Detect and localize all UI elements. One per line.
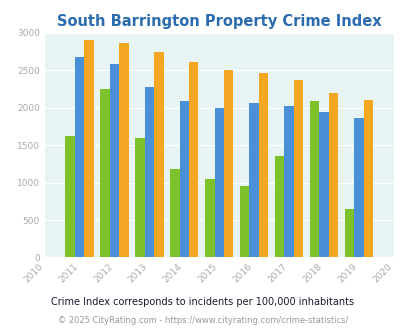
Bar xyxy=(179,101,189,257)
Bar xyxy=(170,169,179,257)
Bar xyxy=(328,93,337,257)
Bar xyxy=(249,103,258,257)
Bar xyxy=(214,108,224,257)
Bar xyxy=(274,156,283,257)
Text: Crime Index corresponds to incidents per 100,000 inhabitants: Crime Index corresponds to incidents per… xyxy=(51,297,354,307)
Bar xyxy=(154,52,163,257)
Bar xyxy=(100,89,109,257)
Bar xyxy=(293,80,303,257)
Bar xyxy=(65,136,75,257)
Bar xyxy=(363,100,372,257)
Bar xyxy=(84,40,94,257)
Bar xyxy=(144,87,154,257)
Bar xyxy=(75,57,84,257)
Bar xyxy=(135,139,144,257)
Bar xyxy=(309,101,318,257)
Bar xyxy=(284,106,293,257)
Title: South Barrington Property Crime Index: South Barrington Property Crime Index xyxy=(57,14,381,29)
Bar xyxy=(205,179,214,257)
Bar xyxy=(189,62,198,257)
Bar xyxy=(224,70,233,257)
Bar xyxy=(119,44,128,257)
Text: © 2025 CityRating.com - https://www.cityrating.com/crime-statistics/: © 2025 CityRating.com - https://www.city… xyxy=(58,316,347,325)
Bar xyxy=(318,112,328,257)
Bar xyxy=(344,209,353,257)
Bar xyxy=(239,185,249,257)
Bar xyxy=(258,73,268,257)
Bar xyxy=(109,64,119,257)
Bar xyxy=(353,118,363,257)
